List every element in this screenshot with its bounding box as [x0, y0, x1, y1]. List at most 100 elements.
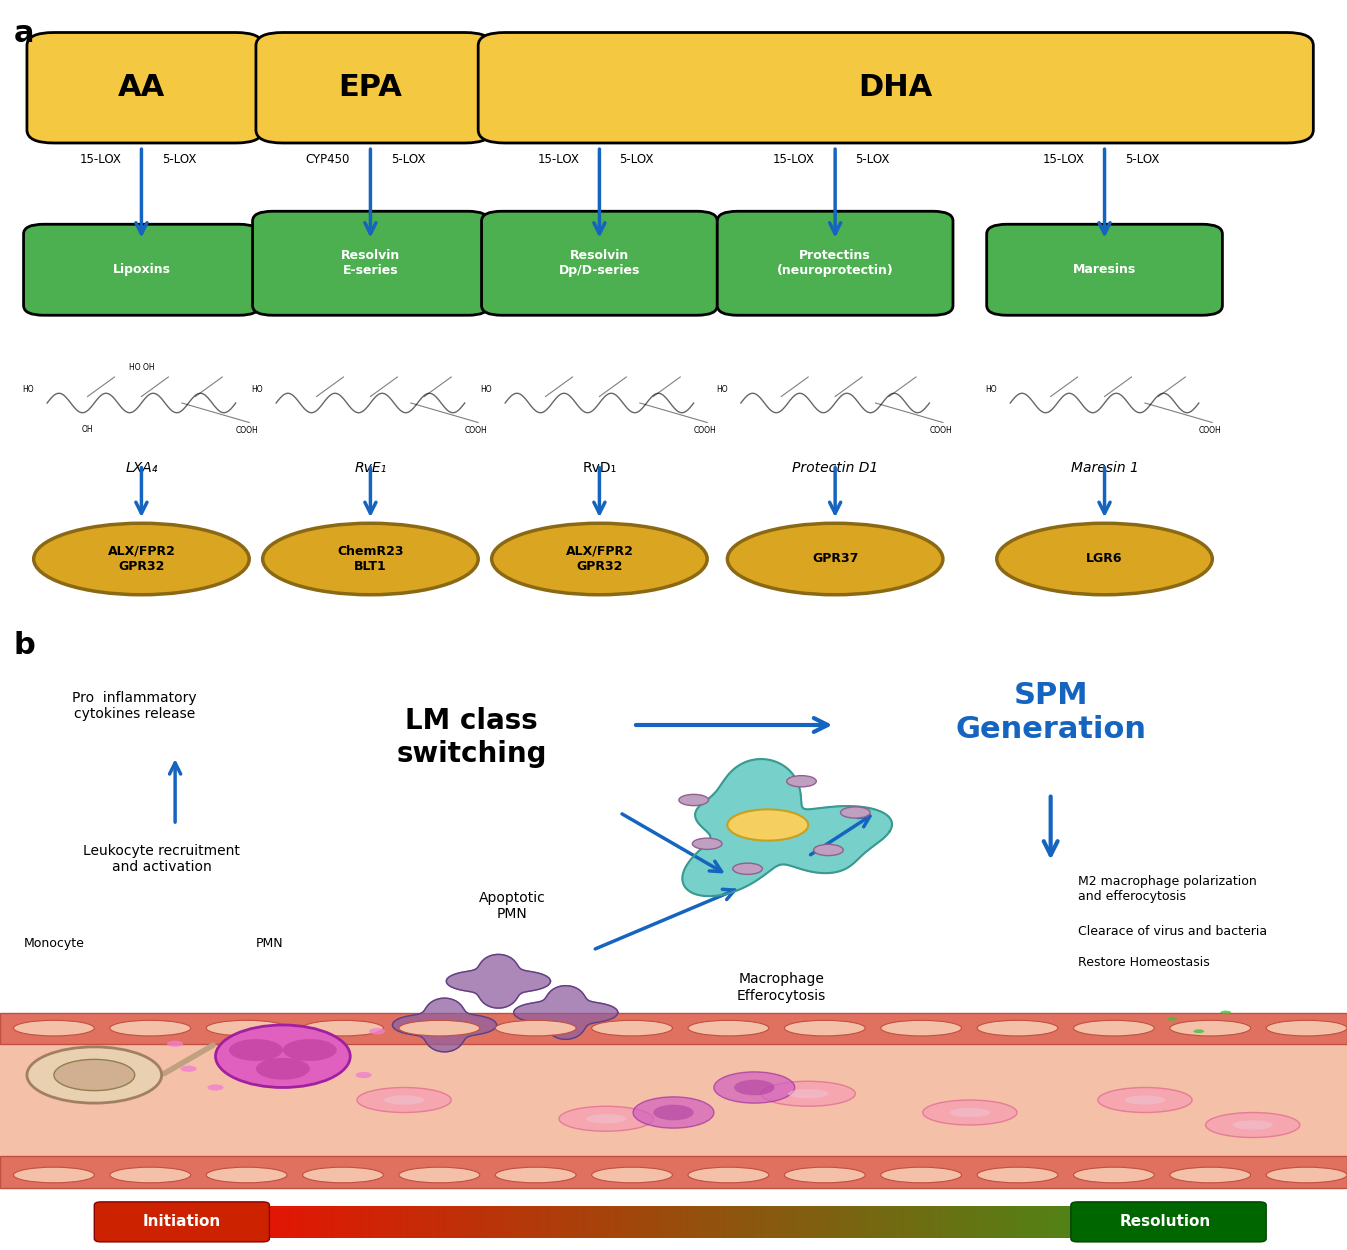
- Bar: [537, 1206, 543, 1238]
- Bar: [462, 1206, 467, 1238]
- Text: RvD₁: RvD₁: [582, 461, 617, 475]
- Bar: [594, 1206, 599, 1238]
- Bar: [391, 1206, 396, 1238]
- Ellipse shape: [492, 524, 707, 595]
- Bar: [1228, 1206, 1233, 1238]
- FancyBboxPatch shape: [253, 211, 488, 315]
- Bar: [496, 1206, 501, 1238]
- Ellipse shape: [1193, 1030, 1204, 1032]
- Bar: [504, 1206, 509, 1238]
- Bar: [877, 1206, 882, 1238]
- Bar: [741, 1206, 746, 1238]
- Ellipse shape: [1098, 1088, 1192, 1112]
- Text: 15-LOX: 15-LOX: [79, 152, 121, 166]
- Bar: [439, 1206, 445, 1238]
- Bar: [632, 1206, 637, 1238]
- Bar: [414, 1206, 419, 1238]
- FancyBboxPatch shape: [481, 211, 717, 315]
- Ellipse shape: [1125, 1095, 1165, 1105]
- Bar: [609, 1206, 614, 1238]
- Bar: [556, 1206, 562, 1238]
- Ellipse shape: [399, 1168, 480, 1182]
- Bar: [915, 1206, 920, 1238]
- Bar: [131, 1206, 136, 1238]
- Bar: [835, 1206, 841, 1238]
- Ellipse shape: [688, 1020, 769, 1036]
- Text: 5-LOX: 5-LOX: [1125, 152, 1160, 166]
- Bar: [772, 1206, 777, 1238]
- Bar: [210, 1206, 214, 1238]
- Bar: [251, 1206, 256, 1238]
- Bar: [801, 1206, 807, 1238]
- Bar: [315, 1206, 321, 1238]
- Ellipse shape: [110, 1020, 191, 1036]
- Bar: [575, 1206, 581, 1238]
- Bar: [288, 1206, 294, 1238]
- Bar: [1111, 1206, 1117, 1238]
- Bar: [160, 1206, 166, 1238]
- Ellipse shape: [13, 1168, 94, 1182]
- Bar: [286, 1206, 290, 1238]
- Bar: [824, 1206, 830, 1238]
- Text: COOH: COOH: [236, 426, 259, 435]
- Bar: [644, 1206, 648, 1238]
- Text: SPM
Generation: SPM Generation: [955, 681, 1146, 744]
- Bar: [628, 1206, 633, 1238]
- Text: RvE₁: RvE₁: [354, 461, 387, 475]
- Ellipse shape: [496, 1020, 577, 1036]
- Ellipse shape: [34, 524, 249, 595]
- Bar: [357, 1206, 362, 1238]
- Bar: [1002, 1206, 1006, 1238]
- Text: Pro  inflammatory
cytokines release: Pro inflammatory cytokines release: [73, 691, 197, 721]
- Text: Resolvin
E-series: Resolvin E-series: [341, 249, 400, 278]
- Bar: [1216, 1206, 1222, 1238]
- Bar: [175, 1206, 180, 1238]
- Bar: [1197, 1206, 1203, 1238]
- Bar: [1017, 1206, 1022, 1238]
- Bar: [655, 1206, 660, 1238]
- Bar: [418, 1206, 422, 1238]
- Bar: [847, 1206, 853, 1238]
- FancyBboxPatch shape: [256, 32, 492, 142]
- Text: Lipoxins: Lipoxins: [112, 264, 171, 276]
- Ellipse shape: [679, 795, 709, 805]
- Text: HO OH: HO OH: [128, 362, 155, 371]
- Bar: [1070, 1206, 1075, 1238]
- Ellipse shape: [303, 1168, 384, 1182]
- Bar: [810, 1206, 815, 1238]
- Bar: [783, 1206, 788, 1238]
- Ellipse shape: [1169, 1020, 1250, 1036]
- Bar: [942, 1206, 947, 1238]
- Text: COOH: COOH: [465, 426, 488, 435]
- Bar: [383, 1206, 388, 1238]
- Text: 5-LOX: 5-LOX: [620, 152, 655, 166]
- FancyArrowPatch shape: [164, 1045, 213, 1074]
- Bar: [1005, 1206, 1010, 1238]
- Ellipse shape: [734, 1080, 775, 1095]
- Ellipse shape: [207, 1084, 224, 1090]
- Bar: [568, 1206, 572, 1238]
- Bar: [508, 1206, 513, 1238]
- Text: Protectin D1: Protectin D1: [792, 461, 878, 475]
- Bar: [493, 1206, 497, 1238]
- Bar: [927, 1206, 931, 1238]
- Bar: [806, 1206, 811, 1238]
- Text: COOH: COOH: [929, 426, 952, 435]
- Text: Protectins
(neuroprotectin): Protectins (neuroprotectin): [777, 249, 893, 278]
- Text: Maresins: Maresins: [1074, 264, 1136, 276]
- Bar: [621, 1206, 626, 1238]
- FancyBboxPatch shape: [717, 211, 954, 315]
- Bar: [1115, 1206, 1119, 1238]
- Bar: [956, 1206, 962, 1238]
- Bar: [734, 1206, 740, 1238]
- Bar: [948, 1206, 954, 1238]
- Bar: [919, 1206, 924, 1238]
- Text: 5-LOX: 5-LOX: [855, 152, 890, 166]
- Text: COOH: COOH: [1199, 426, 1222, 435]
- Text: HO: HO: [985, 385, 997, 395]
- Bar: [583, 1206, 589, 1238]
- Bar: [1168, 1206, 1173, 1238]
- Bar: [923, 1206, 928, 1238]
- Bar: [135, 1206, 139, 1238]
- Bar: [1103, 1206, 1109, 1238]
